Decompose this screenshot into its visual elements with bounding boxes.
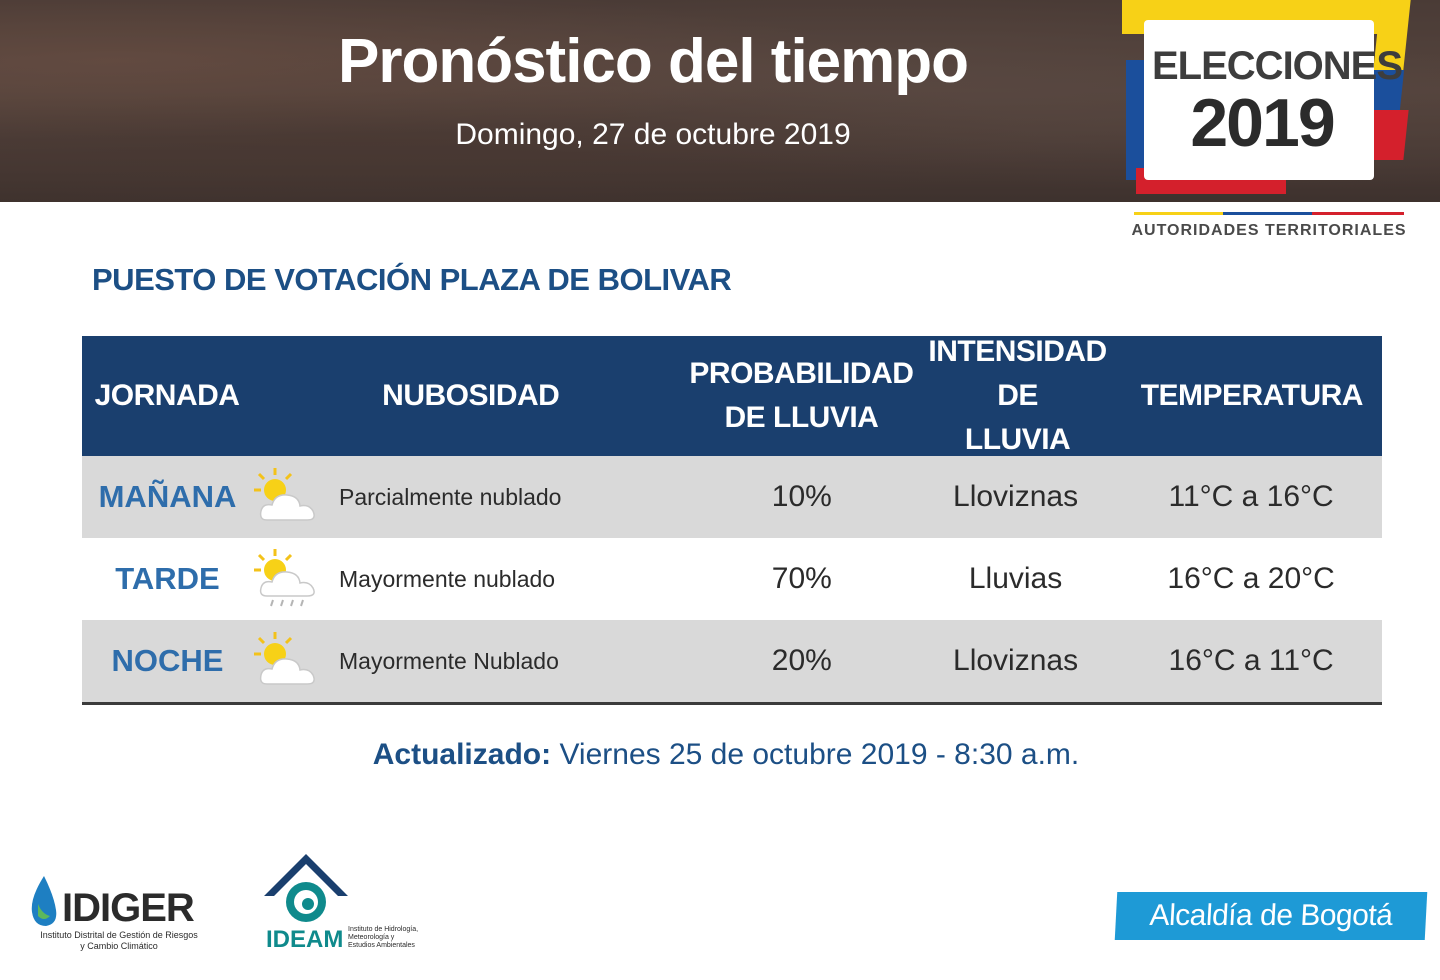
page-title: Pronóstico del tiempo: [337, 27, 969, 96]
table-header: JORNADA NUBOSIDAD PROBABILIDAD DE LLUVIA …: [82, 335, 1382, 456]
table-row: NOCHE Mayormente Nublado 20% Lloviznas 1…: [82, 620, 1382, 702]
intensidad-cell: Lloviznas: [953, 644, 1079, 677]
probabilidad-cell: 10%: [771, 480, 832, 513]
temperatura-cell: 11°C a 16°C: [1168, 480, 1334, 513]
temperatura-cell: 16°C a 20°C: [1167, 562, 1335, 595]
column-header-nubosidad: NUBOSIDAD: [382, 379, 560, 412]
elecciones-2019-logo: ELECCIONES 2019: [1122, 0, 1412, 200]
nubosidad-cell: Mayormente nublado: [253, 548, 693, 610]
column-header-intensidad: INTENSIDAD DE LLUVIA: [928, 335, 1107, 456]
logo-divider: [1134, 212, 1404, 215]
logo-panel: [1144, 20, 1374, 180]
nubosidad-label: Parcialmente nublado: [339, 483, 562, 510]
logo-subtitle: AUTORIDADES TERRITORIALES: [1131, 222, 1407, 239]
ideam-logo: IDEAM Instituto de Hidrología, Meteorolog…: [256, 850, 456, 960]
jornada-cell: MAÑANA: [98, 479, 237, 514]
updated-label: Actualizado:: [372, 738, 552, 771]
ideam-emblem-icon: [264, 854, 348, 922]
column-header-probabilidad: PROBABILIDAD DE LLUVIA: [689, 357, 914, 434]
alcaldia-logo: Alcaldía de Bogotá: [1114, 892, 1428, 940]
ideam-name: IDEAM: [266, 926, 344, 953]
idiger-name: IDIGER: [62, 886, 195, 930]
jornada-cell: TARDE: [115, 561, 220, 596]
updated-line: Actualizado: Viernes 25 de octubre 2019 …: [0, 738, 1440, 772]
water-drop-icon: [31, 876, 57, 926]
probabilidad-cell: 20%: [771, 644, 832, 677]
logo-year: 2019: [1190, 85, 1335, 161]
intensidad-cell: Lluvias: [968, 562, 1063, 595]
nubosidad-label: Mayormente Nublado: [339, 647, 559, 674]
rain-cloud-sun-icon: [254, 549, 315, 607]
table-row: MAÑANA Parcialmente nublado 10% Llovizna…: [82, 456, 1382, 538]
partly-cloudy-icon: [254, 468, 315, 521]
ideam-subtitle: Instituto de Hidrología, Meteorología y Es…: [348, 926, 419, 949]
temperatura-cell: 16°C a 11°C: [1168, 644, 1334, 677]
intensidad-cell: Lloviznas: [953, 480, 1079, 513]
forecast-date: Domingo, 27 de octubre 2019: [455, 118, 851, 151]
nubosidad-cell: Parcialmente nublado: [253, 466, 693, 528]
column-header-jornada: JORNADA: [94, 379, 240, 412]
probabilidad-cell: 70%: [771, 562, 832, 595]
idiger-subtitle: Instituto Distrital de Gestión de Riesgo…: [40, 930, 198, 951]
nubosidad-label: Mayormente nublado: [339, 565, 556, 592]
column-header-temperatura: TEMPERATURA: [1140, 379, 1364, 412]
jornada-cell: NOCHE: [111, 643, 224, 678]
nubosidad-cell: Mayormente Nublado: [253, 630, 693, 692]
forecast-table: JORNADA NUBOSIDAD PROBABILIDAD DE LLUVIA …: [82, 335, 1382, 705]
updated-value: Viernes 25 de octubre 2019 - 8:30 a.m.: [559, 738, 1080, 771]
partly-cloudy-icon: [254, 632, 315, 685]
idiger-logo: IDIGER Instituto Distrital de Gestión de…: [24, 868, 224, 958]
logo-word: ELECCIONES: [1152, 44, 1403, 88]
table-row: TARDE Mayormente nublado 70% Lluvias 16°…: [82, 538, 1382, 620]
section-title: PUESTO DE VOTACIÓN PLAZA DE BOLIVAR: [92, 262, 732, 297]
